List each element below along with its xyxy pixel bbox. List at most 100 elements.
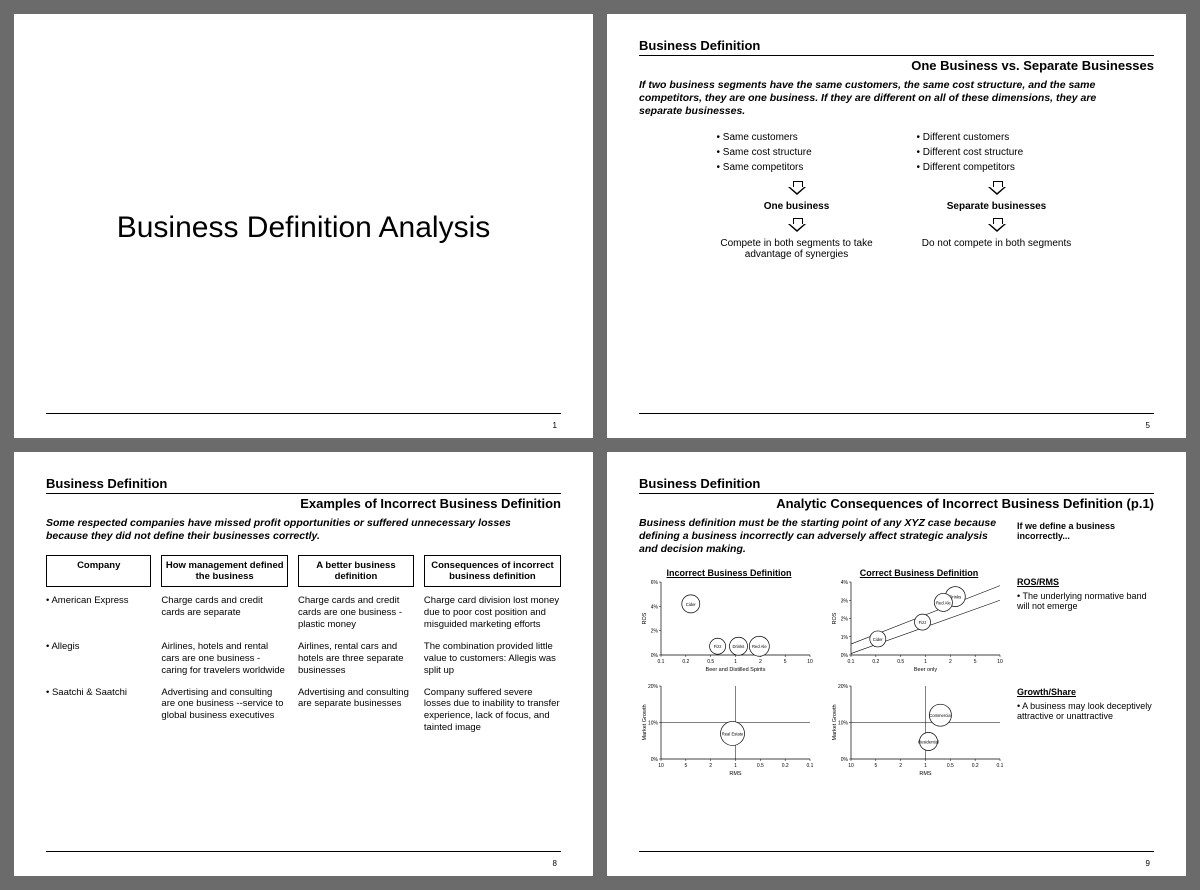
examples-table: Company How management defined the busin… <box>46 555 561 736</box>
slide-3: Business Definition Examples of Incorrec… <box>14 452 593 876</box>
svg-text:6%: 6% <box>651 580 659 586</box>
one-business-label: One business <box>717 201 877 212</box>
svg-text:4%: 4% <box>651 605 659 611</box>
svg-text:Red Ale: Red Ale <box>936 601 951 606</box>
left-action: Compete in both segments to take advanta… <box>717 238 877 260</box>
svg-text:0.1: 0.1 <box>997 763 1004 769</box>
table-cell: Charge card division lost money due to p… <box>424 593 561 633</box>
svg-text:Commercial: Commercial <box>929 714 951 719</box>
table-cell: Advertising and consulting are one busin… <box>161 685 288 737</box>
slide-intro: Business definition must be the starting… <box>639 517 1009 556</box>
page-number: 8 <box>553 859 557 868</box>
svg-text:Real Estate: Real Estate <box>722 732 744 737</box>
svg-text:RMS: RMS <box>729 771 742 777</box>
svg-text:Fizz: Fizz <box>919 621 927 626</box>
svg-text:1: 1 <box>924 659 927 665</box>
arrow-down-icon <box>986 181 1008 195</box>
title: Business Definition Analysis <box>117 211 491 245</box>
table-cell: Charge cards and credit cards are separa… <box>161 593 288 633</box>
page-number: 5 <box>1146 421 1150 430</box>
svg-text:5: 5 <box>684 763 687 769</box>
ros-correct-chart: 0%1%2%3%4%0.10.20.512510Beer onlyROSCide… <box>829 578 1004 673</box>
table-cell: Airlines, rental cars and hotels are thr… <box>298 639 414 679</box>
chart-title: Correct Business Definition <box>829 568 1009 578</box>
table-cell: Charge cards and credit cards are one bu… <box>298 593 414 633</box>
svg-text:ROS: ROS <box>832 613 838 625</box>
slide-intro: If two business segments have the same c… <box>639 79 1128 118</box>
svg-text:5: 5 <box>974 659 977 665</box>
svg-text:Cider: Cider <box>873 637 884 642</box>
slide-header: Business Definition <box>46 476 561 494</box>
right-action: Do not compete in both segments <box>917 238 1077 249</box>
svg-text:10: 10 <box>807 659 813 665</box>
page-number: 1 <box>553 421 557 430</box>
gs-correct-chart: 0%10%20%105210.50.20.1RMSMarket GrowthCo… <box>829 682 1004 777</box>
svg-text:Market Growth: Market Growth <box>832 705 838 741</box>
slide-header: Business Definition <box>639 476 1154 494</box>
table-cell: American Express <box>46 593 151 633</box>
separate-business-label: Separate businesses <box>917 201 1077 212</box>
right-bullets: Different customers Different cost struc… <box>917 130 1077 175</box>
ros-title: ROS/RMS <box>1017 577 1154 587</box>
gs-incorrect-chart: 0%10%20%105210.50.20.1RMSMarket GrowthRe… <box>639 682 814 777</box>
gs-text: A business may look deceptively attracti… <box>1017 701 1152 721</box>
arrow-down-icon <box>786 218 808 232</box>
svg-text:Cider: Cider <box>686 602 697 607</box>
svg-text:0.1: 0.1 <box>658 659 665 665</box>
svg-text:5: 5 <box>784 659 787 665</box>
chart-title: Incorrect Business Definition <box>639 568 819 578</box>
side-header: If we define a business incorrectly... <box>1017 521 1154 541</box>
page-number: 9 <box>1146 859 1150 868</box>
svg-text:RMS: RMS <box>919 771 932 777</box>
svg-text:0.2: 0.2 <box>872 659 879 665</box>
svg-text:0.5: 0.5 <box>707 659 714 665</box>
slide-subtitle: One Business vs. Separate Businesses <box>639 58 1154 73</box>
svg-text:0.2: 0.2 <box>782 763 789 769</box>
table-cell: Airlines, hotels and rental cars are one… <box>161 639 288 679</box>
svg-text:2%: 2% <box>841 617 849 623</box>
table-cell: The combination provided little value to… <box>424 639 561 679</box>
left-bullets: Same customers Same cost structure Same … <box>717 130 877 175</box>
svg-text:1: 1 <box>734 659 737 665</box>
slide-2: Business Definition One Business vs. Sep… <box>607 14 1186 438</box>
slide-intro: Some respected companies have missed pro… <box>46 517 535 543</box>
svg-text:0.1: 0.1 <box>848 659 855 665</box>
svg-text:0.5: 0.5 <box>947 763 954 769</box>
svg-text:2%: 2% <box>651 629 659 635</box>
svg-text:Market Growth: Market Growth <box>642 705 648 741</box>
svg-text:10: 10 <box>658 763 664 769</box>
table-cell: Advertising and consulting are separate … <box>298 685 414 737</box>
svg-text:10: 10 <box>848 763 854 769</box>
svg-text:10: 10 <box>997 659 1003 665</box>
svg-text:Red Ale: Red Ale <box>752 645 767 650</box>
svg-text:2: 2 <box>759 659 762 665</box>
gs-title: Growth/Share <box>1017 687 1154 697</box>
arrow-down-icon <box>986 218 1008 232</box>
svg-text:Beer and Distilled Spirits: Beer and Distilled Spirits <box>706 667 766 673</box>
svg-text:2: 2 <box>899 763 902 769</box>
svg-text:20%: 20% <box>648 684 659 690</box>
svg-text:10%: 10% <box>838 721 849 727</box>
svg-text:1: 1 <box>924 763 927 769</box>
svg-text:0.2: 0.2 <box>972 763 979 769</box>
svg-text:10%: 10% <box>648 721 659 727</box>
svg-text:Drinks: Drinks <box>733 645 745 650</box>
slide-subtitle: Analytic Consequences of Incorrect Busin… <box>639 496 1154 511</box>
svg-text:Beer only: Beer only <box>914 667 937 673</box>
svg-text:3%: 3% <box>841 599 849 605</box>
arrow-down-icon <box>786 181 808 195</box>
svg-text:0.5: 0.5 <box>897 659 904 665</box>
ros-incorrect-chart: 0%2%4%6%0.10.20.512510Beer and Distilled… <box>639 578 814 673</box>
table-cell: Company suffered severe losses due to in… <box>424 685 561 737</box>
svg-text:2: 2 <box>709 763 712 769</box>
slide-subtitle: Examples of Incorrect Business Definitio… <box>46 496 561 511</box>
svg-text:ROS: ROS <box>642 613 648 625</box>
slide-4: Business Definition Analytic Consequence… <box>607 452 1186 876</box>
slide-1: Business Definition Analysis 1 <box>14 14 593 438</box>
svg-text:0.5: 0.5 <box>757 763 764 769</box>
slide-header: Business Definition <box>639 38 1154 56</box>
svg-text:0.2: 0.2 <box>682 659 689 665</box>
svg-text:2: 2 <box>949 659 952 665</box>
svg-text:Residential: Residential <box>918 740 939 745</box>
ros-text: The underlying normative band will not e… <box>1017 591 1147 611</box>
